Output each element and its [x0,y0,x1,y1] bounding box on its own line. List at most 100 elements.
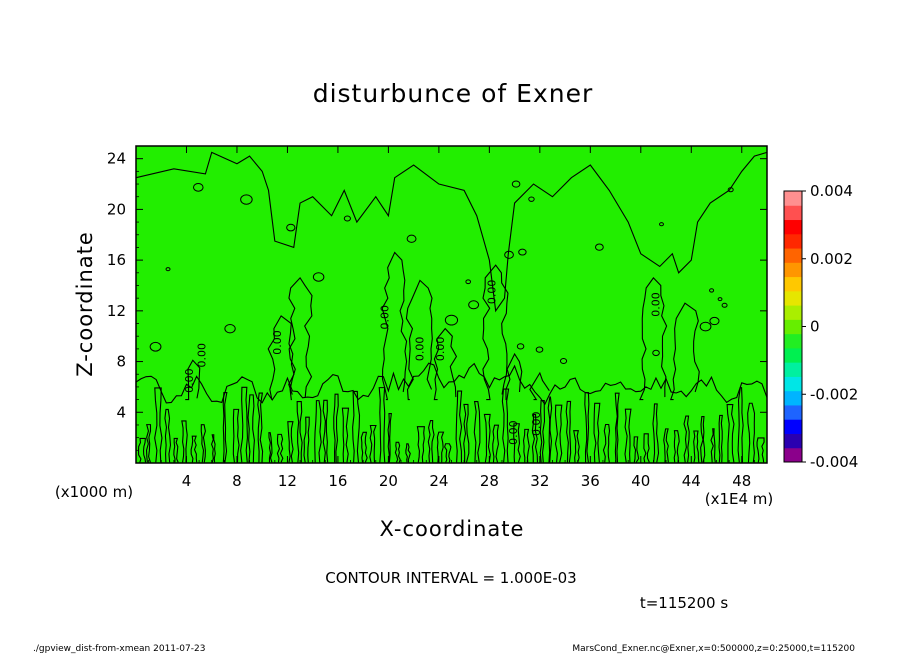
colorbar-label: -0.004 [810,453,858,471]
contour-line [593,402,601,463]
y-axis-ticks: 4 8 12 16 20 24 [107,150,767,451]
contour-line [405,279,433,401]
contour-line [718,414,723,463]
colorbar-swatch [784,347,802,363]
x-tick-label: 48 [732,472,751,490]
contour-blob [286,223,296,232]
contour-line [369,424,377,463]
x-tick-label: 28 [480,472,499,490]
contour-line [378,387,386,463]
contour-line [547,396,553,463]
colorbar-swatch [784,305,802,320]
x-tick-label: 32 [530,472,549,490]
colorbar-swatch [784,390,802,406]
x-tick-label: 20 [379,472,398,490]
contour-line [639,277,668,401]
contour-line [190,435,198,463]
contour-line [394,441,401,463]
contour-line [296,401,303,463]
contour-line [565,400,572,463]
contour-line [531,414,539,463]
contour-label: 0.00 [378,305,391,330]
contour-label: 0.00 [414,337,427,362]
contour-line [683,415,690,463]
contour-label: 0.00 [271,330,284,355]
contour-line [554,404,563,463]
contour-blob [504,250,514,259]
contour-line [322,399,329,463]
y-tick-label: 8 [116,353,126,371]
x-axis-ticks: 4 8 12 16 20 24 28 32 36 40 44 48 [148,146,755,490]
x-tick-label: 40 [631,472,650,490]
contour-line [360,431,368,463]
contour-line [240,386,248,463]
x-tick-label: 4 [182,472,192,490]
colorbar-swatch [784,205,802,221]
contour-blob [659,222,664,227]
contour-blob [511,180,521,188]
contour-blob [535,346,544,353]
contour-line [513,423,521,463]
contour-line [737,387,744,463]
y-tick-label: 20 [107,200,126,218]
contour-line [181,420,188,463]
colorbar-swatch [784,262,802,278]
y-tick-label: 12 [107,302,126,320]
contour-label: 0.00 [486,280,499,305]
colorbar-label: 0.002 [810,250,853,268]
contour-line [663,428,669,463]
y-tick-label: 24 [107,150,126,168]
contour-line [387,413,392,463]
plot-area: 0.000.000.000.000.00 0.000.000.00 0.000.00 [135,145,768,464]
colorbar-swatch [784,276,802,292]
contour-line [433,327,458,401]
contour-line [652,403,660,463]
contour-lines [135,151,768,463]
contour-blob [559,357,568,364]
contour-line [303,416,310,463]
contour-line [614,392,620,463]
contour-blob [652,349,660,357]
contour-blob [240,194,253,205]
x-tick-label: 8 [232,472,242,490]
contour-blob [594,243,604,251]
contour-blob [406,234,417,243]
contour-label: 0.00 [530,411,543,436]
contour-line [693,430,700,463]
contour-line [483,413,491,463]
contour-line [444,443,452,463]
y-axis-title: Z-coordinate [73,231,97,377]
contour-line [267,315,295,401]
contour-interval-text: CONTOUR INTERVAL = 1.000E-03 [325,569,576,587]
contour-blob [717,297,723,302]
contour-line [135,362,768,406]
contour-blob [516,343,525,350]
contour-blob [193,183,204,192]
colorbar-swatch [784,233,802,249]
contour-blob [149,341,162,352]
contour-blob [721,302,728,308]
contour-blob [224,324,236,334]
contour-line [463,403,470,463]
contour-blob [699,321,712,332]
contour-blob [343,215,351,222]
y-tick-label: 4 [116,403,126,421]
field-fill [136,146,767,463]
contour-line [173,437,179,463]
contour-line [416,426,425,463]
x-tick-label: 16 [328,472,347,490]
x-tick-label: 12 [278,472,297,490]
contour-line [436,431,445,463]
contour-line [288,276,313,401]
contour-label: 0.00 [183,368,196,393]
contour-line [455,390,463,463]
y-axis-unit: (x1000 m) [55,483,133,501]
contour-blob [518,248,527,256]
x-tick-label: 24 [429,472,448,490]
contour-line [405,443,411,463]
contour-blob [165,267,171,272]
contour-line [287,421,294,463]
contour-line [573,430,580,463]
